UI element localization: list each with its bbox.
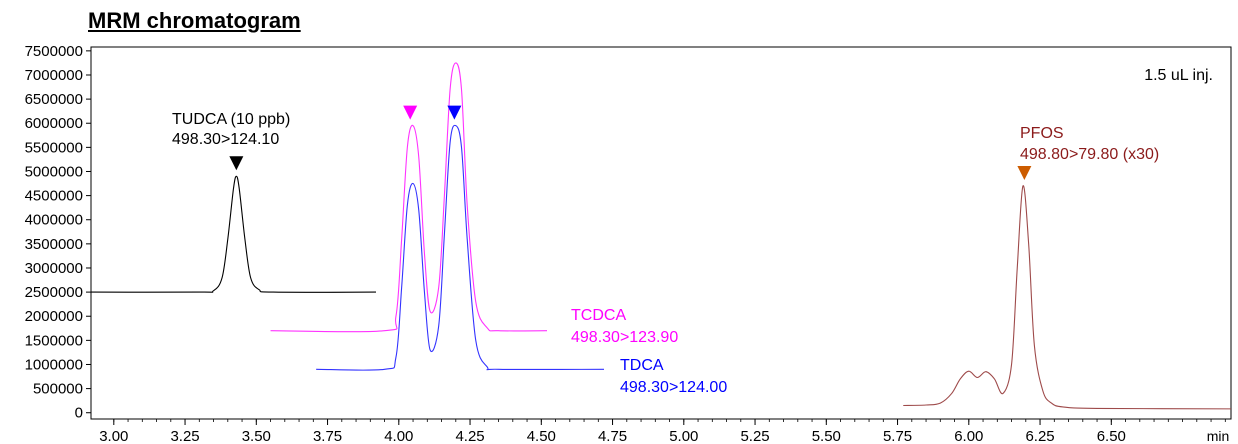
- x-tick-label: 4.00: [384, 428, 413, 444]
- peak-marker-tdca: [447, 105, 462, 120]
- x-tick-label: 3.75: [313, 428, 342, 444]
- x-tick-label: 6.25: [1025, 428, 1054, 444]
- y-tick-label: 4500000: [25, 188, 83, 205]
- series-label-tcdca: TCDCA: [571, 307, 626, 324]
- series-pfos: PFOS 498.80>79.80 (x30): [903, 125, 1232, 410]
- y-tick-label: 1000000: [25, 356, 83, 373]
- series-label-tdca: TDCA: [620, 357, 664, 374]
- series-tdca: TDCA 498.30>124.00: [316, 105, 727, 396]
- y-tick-label: 6500000: [25, 91, 83, 108]
- x-tick-label: 6.00: [954, 428, 983, 444]
- series-label-tudca: 498.30>124.10: [172, 131, 279, 148]
- y-tick-label: 5500000: [25, 139, 83, 156]
- y-tick-label: 7500000: [25, 43, 83, 60]
- y-tick-label: 7000000: [25, 67, 83, 84]
- series-label-pfos: 498.80>79.80 (x30): [1020, 146, 1159, 163]
- x-axis-label: min: [1207, 428, 1230, 444]
- series-tcdca: TCDCA 498.30>123.90: [270, 62, 678, 346]
- x-tick-label: 5.25: [740, 428, 769, 444]
- plot-frame: [90, 46, 1232, 420]
- x-tick-label: 6.50: [1097, 428, 1126, 444]
- x-tick-label: 3.50: [242, 428, 271, 444]
- x-tick-label: 4.75: [598, 428, 627, 444]
- x-tick-label: 5.00: [669, 428, 698, 444]
- series-layer: TUDCA (10 ppb) 498.30>124.10 TCDCA 498.30>1…: [90, 62, 1232, 410]
- x-tick-label: 4.25: [455, 428, 484, 444]
- x-tick-label: 5.75: [883, 428, 912, 444]
- y-tick-label: 0: [75, 405, 83, 422]
- series-label-tudca: TUDCA (10 ppb): [172, 111, 290, 128]
- y-tick-label: 2000000: [25, 308, 83, 325]
- y-tick-label: 500000: [33, 381, 83, 398]
- series-tudca: TUDCA (10 ppb) 498.30>124.10: [90, 111, 377, 293]
- y-tick-label: 3500000: [25, 236, 83, 253]
- x-tick-label: 5.50: [812, 428, 841, 444]
- y-tick-label: 2500000: [25, 284, 83, 301]
- peak-marker-tudca: [229, 156, 244, 171]
- x-tick-label: 3.00: [99, 428, 128, 444]
- series-label-pfos: PFOS: [1020, 125, 1064, 142]
- y-tick-label: 4000000: [25, 212, 83, 229]
- series-label-tcdca: 498.30>123.90: [571, 329, 678, 346]
- series-line-tcdca: [270, 62, 548, 333]
- y-tick-label: 1500000: [25, 332, 83, 349]
- y-tick-label: 6000000: [25, 115, 83, 132]
- series-line-pfos: [903, 185, 1232, 410]
- series-line-tdca: [316, 124, 605, 371]
- y-tick-label: 3000000: [25, 260, 83, 277]
- chart-axes: 7500000 7000000 6500000 6000000 5500000 50000…: [25, 43, 1232, 444]
- x-tick-label: 4.50: [527, 428, 556, 444]
- series-line-tudca: [90, 175, 377, 293]
- injection-note: 1.5 uL inj.: [1144, 67, 1213, 84]
- series-label-tdca: 498.30>124.00: [620, 379, 727, 396]
- peak-marker-pfos: [1017, 165, 1032, 180]
- peak-marker-tcdca: [403, 105, 418, 120]
- x-tick-label: 3.25: [170, 428, 199, 444]
- page-title: MRM chromatogram: [88, 8, 301, 33]
- y-tick-label: 5000000: [25, 163, 83, 180]
